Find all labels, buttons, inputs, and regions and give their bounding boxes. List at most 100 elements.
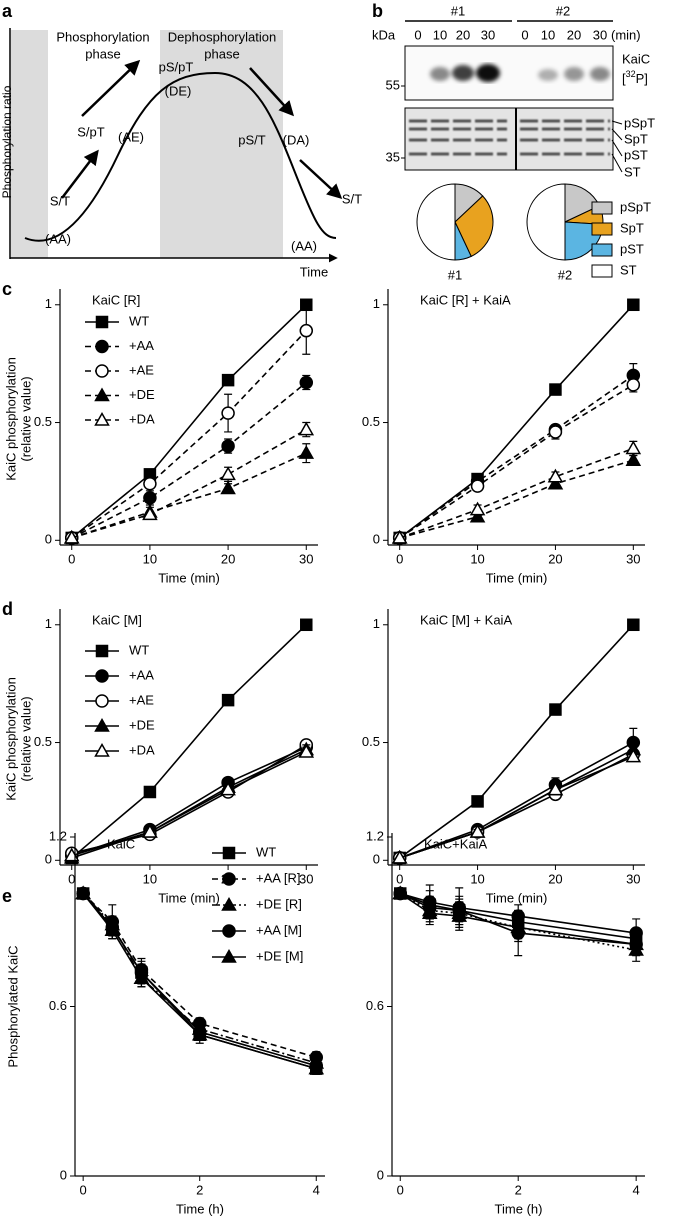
legend-label: ST [620, 262, 637, 277]
series-line [71, 304, 307, 539]
marker [143, 491, 157, 505]
protein-label: KaiC [622, 51, 650, 66]
x-axis-label: Time (min) [486, 890, 548, 905]
y-tick-label: 0.5 [362, 414, 380, 429]
series-line [71, 748, 307, 859]
phase-label: phase [204, 46, 239, 61]
legend-marker [221, 948, 237, 963]
state-code: (DA) [283, 132, 310, 147]
legend-label: +DA [129, 742, 155, 757]
chart-title: KaiC [R] [92, 292, 140, 307]
band-label: pSpT [624, 115, 655, 130]
y-tick-label: 0.5 [34, 414, 52, 429]
x-tick-label: 20 [548, 871, 562, 886]
series-line [71, 428, 307, 539]
state-code: (AA) [291, 238, 317, 253]
x-tick-label: 20 [548, 551, 562, 566]
phase-label: Phosphorylation [56, 29, 149, 44]
y-tick-label: 0.6 [49, 998, 67, 1013]
legend-marker [94, 742, 110, 757]
legend-marker [94, 717, 110, 732]
legend-label: +DE [129, 717, 155, 732]
y-axis-label: Phosphorylated KaiC [5, 945, 20, 1067]
state-label: S/T [342, 191, 362, 206]
legend-label: +DE [129, 387, 155, 402]
pie-slice [526, 183, 566, 261]
x-tick-label: 0 [396, 871, 403, 886]
legend-swatch [591, 201, 613, 215]
time-unit: (min) [611, 27, 641, 42]
marker [471, 795, 484, 808]
legend-label: +AA [129, 338, 154, 353]
x-tick-label: 4 [313, 1182, 320, 1197]
legend-swatch [591, 222, 613, 236]
legend-label: +DA [129, 411, 155, 426]
y-tick-label: 0 [45, 852, 52, 867]
marker-label: 35 [386, 149, 400, 164]
blot [404, 20, 623, 173]
series-line [71, 330, 307, 539]
phase-label: Dephosphorylation [168, 29, 276, 44]
panel-label: b [372, 1, 383, 21]
y-axis-label: (relative value) [18, 696, 33, 781]
legend-marker [95, 315, 109, 329]
marker [221, 693, 235, 707]
chart-title: KaiC+KaiA [424, 836, 488, 851]
isotope-label: [32P] [622, 69, 648, 86]
marker [547, 781, 564, 796]
arrow [249, 67, 295, 117]
marker [133, 970, 150, 984]
series-line [399, 384, 634, 539]
marker [298, 445, 315, 459]
marker [625, 748, 642, 763]
marker [451, 908, 468, 922]
marker [300, 618, 313, 632]
y-tick-label: 1.2 [49, 828, 67, 843]
time-label: 30 [593, 27, 607, 42]
marker [469, 501, 486, 516]
x-axis-label: Time (min) [158, 570, 220, 585]
marker [549, 383, 562, 396]
group-label: #2 [556, 3, 570, 18]
marker [299, 375, 314, 390]
pie-title: #1 [448, 267, 462, 282]
legend-marker [95, 694, 109, 708]
phase-shade [11, 30, 48, 258]
legend-label: pSpT [620, 199, 651, 214]
panel-label: c [2, 279, 12, 299]
panel-label: e [2, 886, 12, 906]
series-line [399, 755, 634, 859]
panel-label: d [2, 599, 13, 619]
isotope-part: 32 [626, 69, 636, 79]
marker [299, 323, 314, 338]
chart-title: KaiC [107, 836, 135, 851]
series-line [399, 624, 634, 859]
arrow [299, 159, 343, 200]
blot-signal [430, 64, 610, 82]
y-axis-label: KaiC phosphorylation [3, 357, 18, 481]
marker [220, 480, 236, 495]
marker [143, 477, 157, 491]
x-tick-label: 30 [299, 551, 313, 566]
marker [548, 425, 563, 439]
legend-label: +DE [M] [256, 948, 303, 963]
time-label: 30 [481, 27, 495, 42]
legend-label: WT [129, 642, 149, 657]
y-tick-label: 0 [60, 1167, 67, 1182]
band-label: pST [624, 147, 648, 162]
chart-title: KaiC [R] + KaiA [420, 292, 511, 307]
marker [221, 373, 235, 387]
marker [104, 922, 121, 936]
legend-label: WT [256, 844, 276, 859]
x-tick-label: 4 [633, 1182, 640, 1197]
panel-label: a [2, 1, 13, 21]
y-tick-label: 0.6 [366, 998, 384, 1013]
y-axis-label: (relative value) [18, 376, 33, 461]
legend-marker [94, 411, 110, 426]
y-tick-label: 1 [373, 616, 380, 631]
series-line [399, 459, 634, 539]
x-tick-label: 30 [299, 871, 313, 886]
y-tick-label: 0 [45, 532, 52, 547]
x-axis-label: Time (min) [486, 570, 548, 585]
